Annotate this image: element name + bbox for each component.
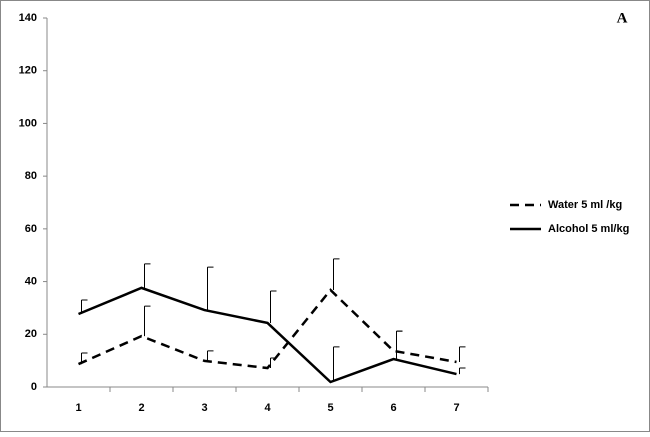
error-bar [459, 367, 466, 375]
error-bar [396, 330, 403, 360]
x-tick-label: 1 [75, 402, 81, 414]
x-tick-label: 7 [453, 402, 459, 414]
x-tick-label: 3 [201, 402, 207, 414]
annotation: A [617, 10, 628, 26]
error-bar [333, 258, 340, 291]
line [77, 288, 457, 370]
legend-label: Alcohol 5 ml/kg [548, 223, 629, 235]
y-tick-label: 40 [25, 275, 37, 287]
y-tick-label: 140 [19, 12, 37, 24]
y-tick-label: 100 [19, 117, 37, 129]
error-bar [144, 263, 151, 288]
x-tick-label: 2 [138, 402, 144, 414]
line [78, 286, 457, 384]
x-tick-label: 6 [390, 402, 396, 414]
y-tick-label: 60 [25, 223, 37, 235]
y-tick-label: 120 [19, 65, 37, 77]
error-bar [270, 290, 277, 323]
error-bar [459, 346, 466, 362]
x-tick-label: 4 [264, 402, 271, 414]
y-tick-label: 80 [25, 170, 37, 182]
error-bar [333, 346, 340, 382]
error-bar [144, 305, 151, 337]
y-tick-label: 20 [25, 328, 37, 340]
x-tick-label: 5 [327, 402, 333, 414]
legend-label: Water 5 ml /kg [548, 199, 622, 211]
y-tick-label: 0 [31, 381, 37, 393]
error-bar [207, 350, 214, 361]
error-bar [207, 266, 214, 311]
